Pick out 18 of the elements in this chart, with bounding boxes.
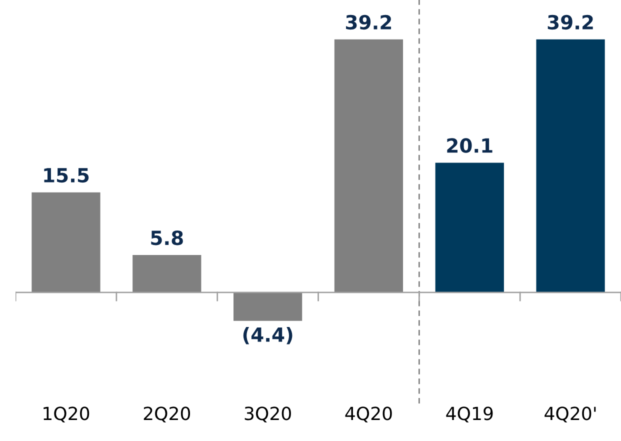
x-tick-label: 4Q20 [345, 406, 392, 422]
bar [132, 255, 202, 292]
bar [233, 292, 302, 321]
data-label: 20.1 [447, 138, 492, 153]
x-tick-label: 4Q20' [544, 406, 596, 422]
bar [334, 39, 404, 292]
data-label: 39.2 [548, 14, 593, 30]
data-label: 5.8 [151, 230, 183, 246]
x-tick-label: 1Q20 [44, 406, 90, 422]
bar [435, 162, 504, 292]
data-label: 15.5 [44, 168, 89, 183]
x-tick-label: 3Q20 [244, 406, 291, 422]
data-label: 39.2 [346, 14, 392, 30]
bar [32, 192, 100, 292]
x-tick-label: 4Q19 [446, 406, 493, 422]
data-label: (4.4) [243, 326, 292, 344]
x-tick-label: 2Q20 [144, 406, 190, 422]
bar [536, 39, 605, 292]
